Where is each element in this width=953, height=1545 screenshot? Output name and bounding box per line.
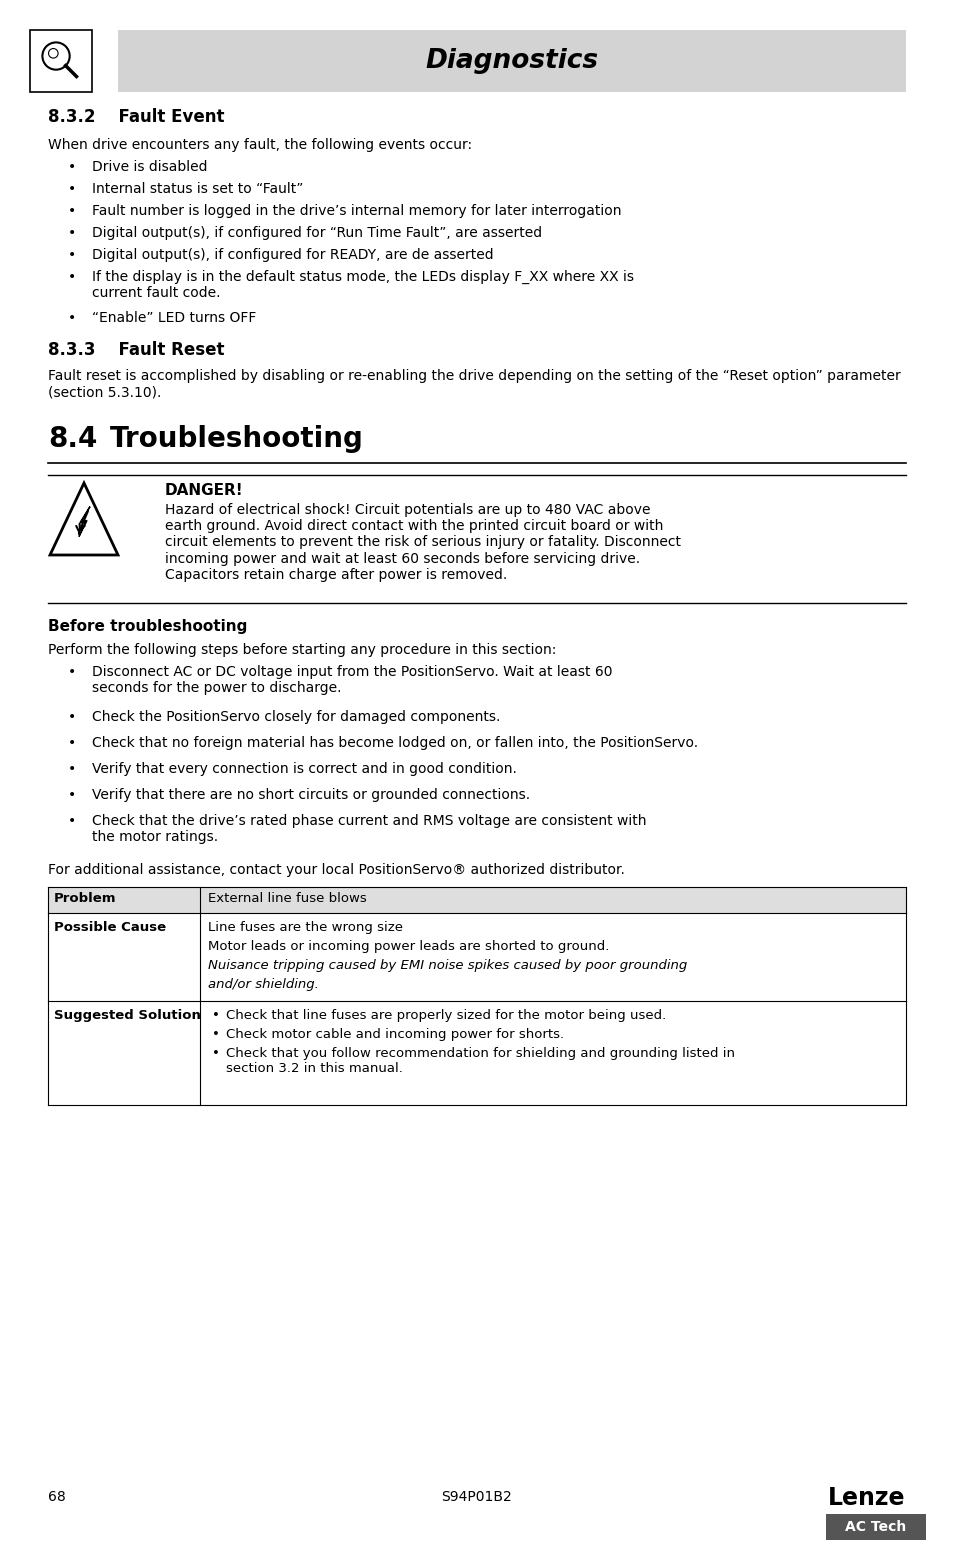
Bar [825,1514,925,1540]
Bar [48,887,905,913]
Text: Check that line fuses are properly sized for the motor being used.: Check that line fuses are properly sized… [226,1009,665,1021]
Text: •: • [68,249,76,263]
Text: •: • [68,226,76,239]
Text: Disconnect AC or DC voltage input from the PositionServo. Wait at least 60
secon: Disconnect AC or DC voltage input from t… [91,664,612,695]
Text: 8.3.2    Fault Event: 8.3.2 Fault Event [48,108,224,127]
Text: External line fuse blows: External line fuse blows [208,891,366,905]
Text: Hazard of electrical shock! Circuit potentials are up to 480 VAC above
earth gro: Hazard of electrical shock! Circuit pote… [165,504,680,582]
Text: •: • [212,1048,220,1060]
Text: 68: 68 [48,1489,66,1503]
Text: •: • [68,182,76,196]
Text: Problem: Problem [54,891,116,905]
Bar [48,1001,905,1105]
Bar [48,913,905,1001]
Text: •: • [68,270,76,284]
Text: Possible Cause: Possible Cause [54,921,166,935]
Text: Digital output(s), if configured for READY, are de asserted: Digital output(s), if configured for REA… [91,249,493,263]
Text: Fault reset is accomplished by disabling or re-enabling the drive depending on t: Fault reset is accomplished by disabling… [48,369,900,399]
Polygon shape [79,507,90,536]
Text: •: • [68,788,76,802]
Text: Drive is disabled: Drive is disabled [91,161,208,175]
Bar [118,29,905,93]
Text: Perform the following steps before starting any procedure in this section:: Perform the following steps before start… [48,643,556,657]
Text: •: • [212,1027,220,1041]
Text: •: • [68,762,76,776]
Text: Troubleshooting: Troubleshooting [110,425,363,453]
Text: •: • [212,1009,220,1021]
Text: Check the PositionServo closely for damaged components.: Check the PositionServo closely for dama… [91,711,500,725]
Text: Before troubleshooting: Before troubleshooting [48,620,247,633]
Text: and/or shielding.: and/or shielding. [208,978,318,990]
Bar [30,29,91,93]
Text: Lenze: Lenze [827,1486,904,1509]
Text: Check motor cable and incoming power for shorts.: Check motor cable and incoming power for… [226,1027,563,1041]
Text: AC Tech: AC Tech [844,1520,905,1534]
Text: •: • [68,204,76,218]
Text: •: • [68,161,76,175]
Text: When drive encounters any fault, the following events occur:: When drive encounters any fault, the fol… [48,138,472,151]
Text: “Enable” LED turns OFF: “Enable” LED turns OFF [91,311,256,324]
Text: Verify that every connection is correct and in good condition.: Verify that every connection is correct … [91,762,517,776]
Text: 8.4: 8.4 [48,425,97,453]
Text: Diagnostics: Diagnostics [425,48,598,74]
Text: •: • [68,311,76,324]
Text: •: • [68,711,76,725]
Text: Fault number is logged in the drive’s internal memory for later interrogation: Fault number is logged in the drive’s in… [91,204,620,218]
Text: Check that the drive’s rated phase current and RMS voltage are consistent with
t: Check that the drive’s rated phase curre… [91,814,646,844]
Text: Motor leads or incoming power leads are shorted to ground.: Motor leads or incoming power leads are … [208,939,609,953]
Text: Internal status is set to “Fault”: Internal status is set to “Fault” [91,182,303,196]
Text: If the display is in the default status mode, the LEDs display F_XX where XX is
: If the display is in the default status … [91,270,634,300]
Text: •: • [68,664,76,678]
Text: Suggested Solution: Suggested Solution [54,1009,201,1021]
Text: For additional assistance, contact your local PositionServo® authorized distribu: For additional assistance, contact your … [48,864,624,878]
Text: Check that you follow recommendation for shielding and grounding listed in
secti: Check that you follow recommendation for… [226,1048,734,1075]
Text: Check that no foreign material has become lodged on, or fallen into, the Positio: Check that no foreign material has becom… [91,735,698,749]
Text: Digital output(s), if configured for “Run Time Fault”, are asserted: Digital output(s), if configured for “Ru… [91,226,541,239]
Text: 8.3.3    Fault Reset: 8.3.3 Fault Reset [48,341,224,358]
Text: Nuisance tripping caused by EMI noise spikes caused by poor grounding: Nuisance tripping caused by EMI noise sp… [208,959,686,972]
Text: Line fuses are the wrong size: Line fuses are the wrong size [208,921,402,935]
Text: S94P01B2: S94P01B2 [441,1489,512,1503]
Polygon shape [50,484,118,555]
Text: •: • [68,735,76,749]
Text: DANGER!: DANGER! [165,484,243,497]
Text: Verify that there are no short circuits or grounded connections.: Verify that there are no short circuits … [91,788,530,802]
Text: •: • [68,814,76,828]
